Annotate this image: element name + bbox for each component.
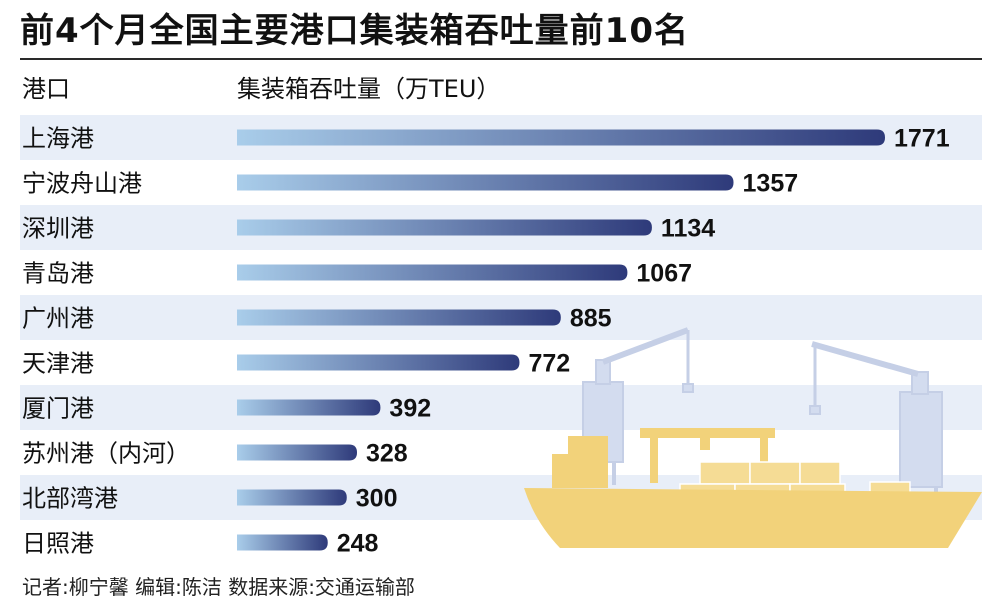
bar: [237, 174, 734, 191]
column-header-value: 集装箱吞吐量（万TEU）: [237, 75, 501, 103]
bar: [237, 354, 520, 371]
ship-icon: [524, 436, 982, 548]
value-label: 1771: [894, 125, 950, 153]
port-label: 广州港: [22, 305, 94, 333]
bar: [237, 534, 328, 551]
port-label: 北部湾港: [22, 485, 118, 513]
title-divider: [20, 58, 982, 60]
bar: [237, 444, 358, 461]
value-label: 885: [570, 305, 612, 333]
bar: [237, 264, 628, 281]
value-label: 328: [366, 440, 408, 468]
gantry-crane-icon: [640, 428, 775, 483]
port-illustration: [524, 327, 982, 548]
value-label: 300: [356, 485, 398, 513]
bar: [237, 309, 561, 326]
value-label: 1067: [636, 260, 692, 288]
value-label: 1357: [743, 170, 799, 198]
port-label: 青岛港: [22, 260, 94, 288]
crane-right-icon: [809, 341, 943, 500]
value-label: 392: [389, 395, 431, 423]
bars-group: [237, 129, 885, 551]
port-label: 深圳港: [22, 215, 94, 243]
chart-title: 前4个月全国主要港口集装箱吞吐量前10名: [20, 11, 689, 51]
value-label: 772: [528, 350, 570, 378]
credit-line: 记者:柳宁馨 编辑:陈洁 数据来源:交通运输部: [22, 575, 415, 599]
column-header-port: 港口: [22, 75, 70, 103]
value-label: 248: [337, 530, 379, 558]
port-label: 厦门港: [22, 395, 94, 423]
bar: [237, 129, 885, 146]
port-label: 日照港: [22, 530, 94, 558]
bar: [237, 489, 347, 506]
port-label: 上海港: [22, 125, 94, 153]
port-label: 天津港: [22, 350, 94, 378]
bar: [237, 399, 381, 416]
value-label: 1134: [661, 215, 715, 243]
bar: [237, 219, 652, 236]
port-label: 苏州港（内河）: [22, 440, 190, 468]
port-label: 宁波舟山港: [22, 170, 142, 198]
row-stripe: [20, 385, 982, 430]
